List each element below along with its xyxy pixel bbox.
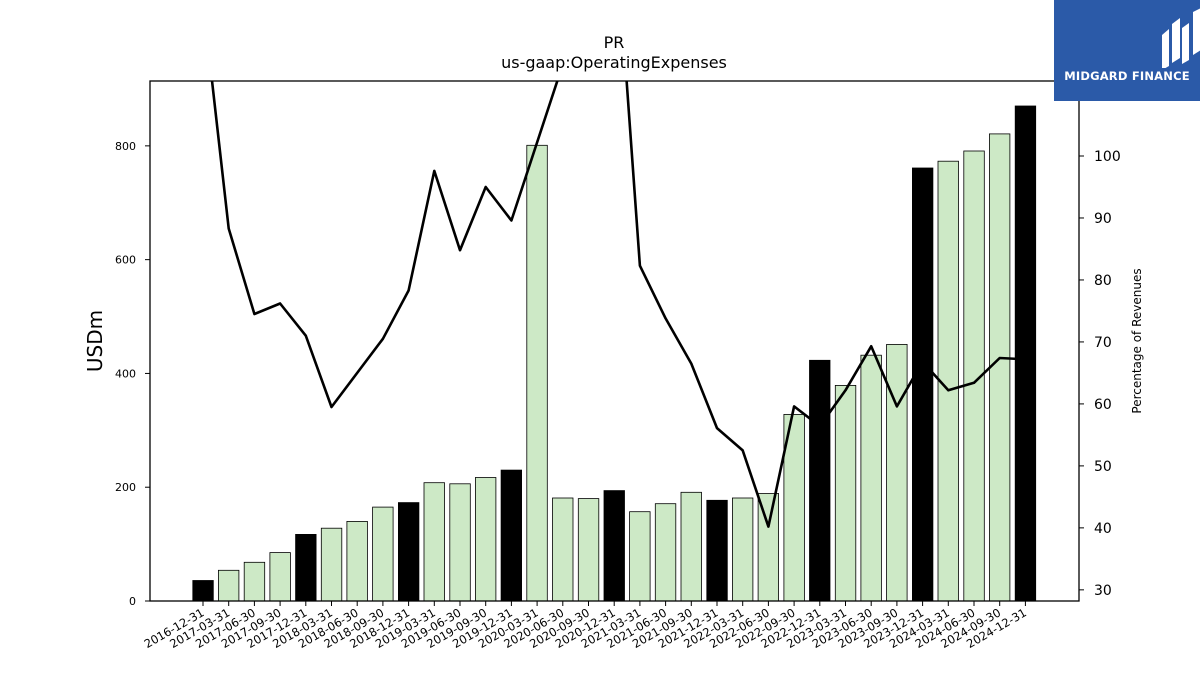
y2-tick-label: 100	[1094, 149, 1121, 165]
bar-2019-09-30	[474, 477, 497, 602]
bar-2018-09-30	[372, 506, 394, 602]
bar-2023-03-31	[834, 384, 857, 602]
bar-2016-12-31	[192, 580, 214, 602]
bar-2018-03-31	[320, 527, 343, 602]
chart-title: PR	[604, 33, 625, 52]
pct-revenue-line	[210, 81, 1026, 528]
bar-2022-06-30	[757, 493, 779, 602]
bar-2018-06-30	[346, 521, 368, 602]
y-tick-label: 0	[129, 595, 136, 608]
bar-2022-12-31	[809, 359, 831, 602]
bar-2017-03-31	[217, 569, 240, 602]
y2-tick-label: 30	[1094, 583, 1112, 599]
y2-tick-label: 40	[1094, 521, 1112, 537]
bar-2019-03-31	[423, 482, 445, 602]
y-tick-label: 600	[115, 254, 136, 267]
bar-2020-03-31	[526, 144, 548, 602]
bar-2023-06-30	[860, 354, 882, 602]
bar-2019-06-30	[449, 483, 471, 602]
bar-2017-06-30	[243, 561, 266, 602]
bar-2021-12-31	[706, 499, 728, 602]
bar-2020-12-31	[603, 490, 625, 602]
brand-logo: MIDGARD FINANCE	[1054, 0, 1200, 101]
bar-2018-12-31	[397, 502, 420, 602]
bar-2019-12-31	[500, 469, 523, 602]
bar-2024-09-30	[989, 133, 1011, 602]
bar-2021-09-30	[680, 491, 702, 602]
y-axis: 0 200 400 600 800	[115, 140, 150, 608]
y-tick-label: 400	[115, 367, 136, 380]
bar-2024-12-31	[1014, 105, 1037, 602]
brand-name: MIDGARD FINANCE	[1064, 69, 1190, 83]
y2-axis-label: Percentage of Revenues	[1130, 268, 1144, 413]
bar-2023-12-31	[912, 167, 934, 602]
line-series	[210, 81, 1026, 528]
y2-tick-label: 70	[1094, 335, 1112, 351]
y2-tick-label: 80	[1094, 273, 1112, 289]
y-tick-label: 200	[115, 481, 136, 494]
y-tick-label: 800	[115, 140, 136, 153]
bar-2023-09-30	[886, 343, 908, 602]
y-axis-label: USDm	[83, 310, 107, 372]
bar-2021-03-31	[629, 511, 651, 602]
bar-2020-09-30	[577, 498, 600, 602]
bar-2021-06-30	[654, 503, 677, 602]
bar-2022-03-31	[732, 497, 754, 602]
midgard-logo-icon	[1162, 8, 1200, 68]
bar-series	[192, 105, 1037, 602]
bar-2017-09-30	[269, 552, 291, 602]
y2-tick-label: 50	[1094, 459, 1112, 475]
chart-subtitle: us-gaap:OperatingExpenses	[501, 53, 727, 72]
bar-2017-12-31	[295, 534, 317, 602]
y2-tick-label: 90	[1094, 211, 1112, 227]
y2-axis: 30 40 50 60 70 80 90 100	[1079, 149, 1121, 599]
y2-tick-label: 60	[1094, 397, 1112, 413]
bar-2020-06-30	[552, 497, 574, 602]
x-axis: 2016-12-312017-03-312017-06-302017-09-30…	[142, 601, 1029, 651]
